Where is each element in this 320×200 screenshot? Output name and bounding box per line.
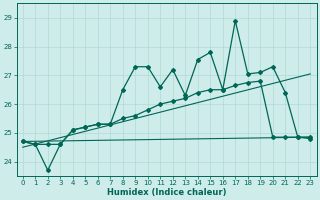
X-axis label: Humidex (Indice chaleur): Humidex (Indice chaleur) (107, 188, 226, 197)
